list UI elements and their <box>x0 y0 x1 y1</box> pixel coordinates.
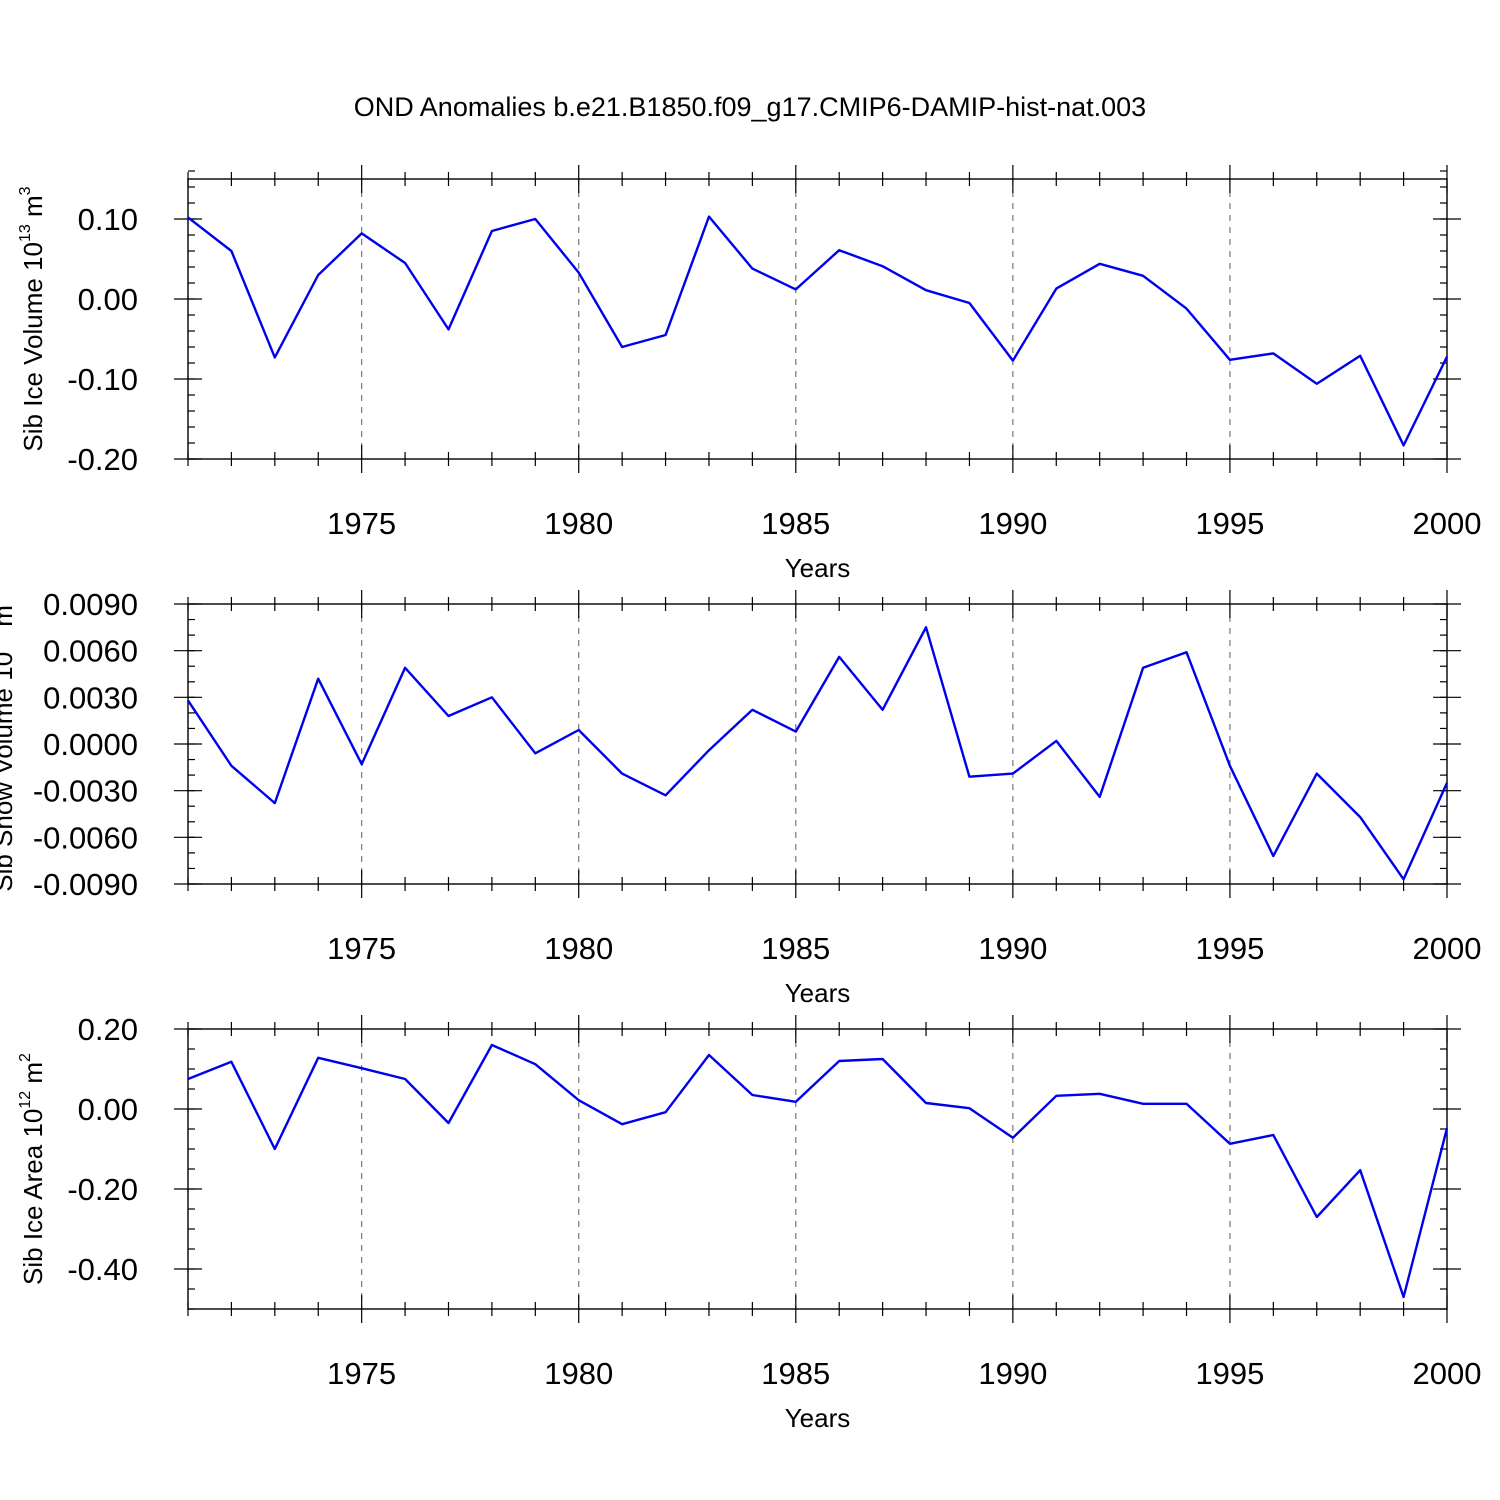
plot-frame <box>187 1028 1448 1310</box>
y-tick-label: 0.00 <box>78 1092 138 1127</box>
y-axis-label-unit: m <box>18 1062 48 1091</box>
y-axis-label: Sib Ice Volume 1013 m3 <box>17 186 48 451</box>
x-tick-label: 1980 <box>544 1356 613 1391</box>
y-axis-label-main: Sib Ice Volume 10 <box>18 242 48 452</box>
x-tick-label: 1990 <box>978 1356 1047 1391</box>
y-axis-label-unit: m <box>18 195 48 224</box>
x-tick-label: 1985 <box>761 1356 830 1391</box>
x-axis-label: Years <box>785 553 851 583</box>
y-tick-labels: 0.0090 0.0060 0.0030 0.0000 -0.0030 -0.0060 -0… <box>33 587 138 902</box>
y-tick-labels: 0.10 0.00 -0.10 -0.20 <box>67 202 138 477</box>
y-axis-label-unit: m <box>0 605 18 634</box>
y-axis-label-unit-exponent: 3 <box>17 186 34 195</box>
x-tick-label: 2000 <box>1413 931 1482 966</box>
y-axis-label-exponent: 13 <box>17 224 34 242</box>
tick-marks <box>174 165 1461 473</box>
y-tick-label: -0.0060 <box>33 820 138 855</box>
y-tick-label: -0.0090 <box>33 867 138 902</box>
x-tick-label: 1990 <box>978 931 1047 966</box>
x-tick-label: 1975 <box>327 506 396 541</box>
x-tick-labels: 1975 1980 1985 1990 1995 2000 <box>327 931 1481 966</box>
y-axis-label-unit-exponent: 2 <box>17 1053 34 1062</box>
tick-marks <box>174 1015 1461 1323</box>
plot-frame <box>187 603 1448 885</box>
x-tick-labels: 1975 1980 1985 1990 1995 2000 <box>327 1356 1481 1391</box>
y-tick-label: -0.20 <box>67 442 138 477</box>
y-tick-label: -0.40 <box>67 1252 138 1287</box>
x-tick-label: 1975 <box>327 931 396 966</box>
y-tick-label: 0.10 <box>78 202 138 237</box>
y-tick-label: 0.20 <box>78 1012 138 1047</box>
series-line <box>187 215 1449 447</box>
plot-frame <box>187 178 1448 460</box>
x-tick-labels: 1975 1980 1985 1990 1995 2000 <box>327 506 1481 541</box>
x-tick-label: 1980 <box>544 931 613 966</box>
y-tick-label: -0.10 <box>67 362 138 397</box>
x-tick-label: 1975 <box>327 1356 396 1391</box>
panel-ice-area: 0.20 0.00 -0.20 -0.40 1975 1980 1985 1990 1995 2… <box>17 1012 1481 1433</box>
y-tick-labels: 0.20 0.00 -0.20 -0.40 <box>67 1012 138 1287</box>
x-tick-label: 1985 <box>761 931 830 966</box>
y-tick-label: -0.20 <box>67 1172 138 1207</box>
series-line <box>187 1043 1449 1299</box>
grid-lines <box>361 1029 1231 1309</box>
x-tick-label: 1995 <box>1195 1356 1264 1391</box>
x-tick-label: 1995 <box>1195 931 1264 966</box>
x-tick-label: 1985 <box>761 506 830 541</box>
y-axis-label-exponent: 12 <box>17 1091 34 1109</box>
x-axis-label: Years <box>785 1403 851 1433</box>
panel-snow-volume: 0.0090 0.0060 0.0030 0.0000 -0.0030 -0.0060 -0… <box>0 587 1481 1008</box>
y-tick-label: -0.0030 <box>33 774 138 809</box>
x-tick-label: 1980 <box>544 506 613 541</box>
y-axis-label-main: Sib Ice Area 10 <box>18 1109 48 1285</box>
y-tick-label: 0.0000 <box>43 727 138 762</box>
x-tick-label: 1995 <box>1195 506 1264 541</box>
x-axis-label: Years <box>785 978 851 1008</box>
tick-marks <box>174 590 1461 898</box>
x-tick-label: 1990 <box>978 506 1047 541</box>
y-tick-label: 0.0030 <box>43 680 138 715</box>
y-tick-label: 0.0060 <box>43 634 138 669</box>
grid-lines <box>361 604 1231 884</box>
panel-ice-volume: 0.10 0.00 -0.10 -0.20 1975 1980 1985 1990 1995 2… <box>17 165 1481 583</box>
grid-lines <box>361 179 1231 459</box>
y-tick-label: 0.00 <box>78 282 138 317</box>
figure-title: OND Anomalies b.e21.B1850.f09_g17.CMIP6-… <box>354 92 1146 122</box>
y-axis-label-unit-exponent: 3 <box>0 596 4 605</box>
y-axis-label: Sib Ice Area 1012 m2 <box>17 1053 48 1285</box>
x-tick-label: 2000 <box>1413 506 1482 541</box>
x-tick-label: 2000 <box>1413 1356 1482 1391</box>
series-line <box>187 626 1449 881</box>
y-axis-label-exponent: 13 <box>0 634 4 652</box>
y-axis-label-main: Sib Snow Volume 10 <box>0 652 18 892</box>
y-axis-label: Sib Snow Volume 1013 m3 <box>0 596 18 892</box>
y-tick-label: 0.0090 <box>43 587 138 622</box>
